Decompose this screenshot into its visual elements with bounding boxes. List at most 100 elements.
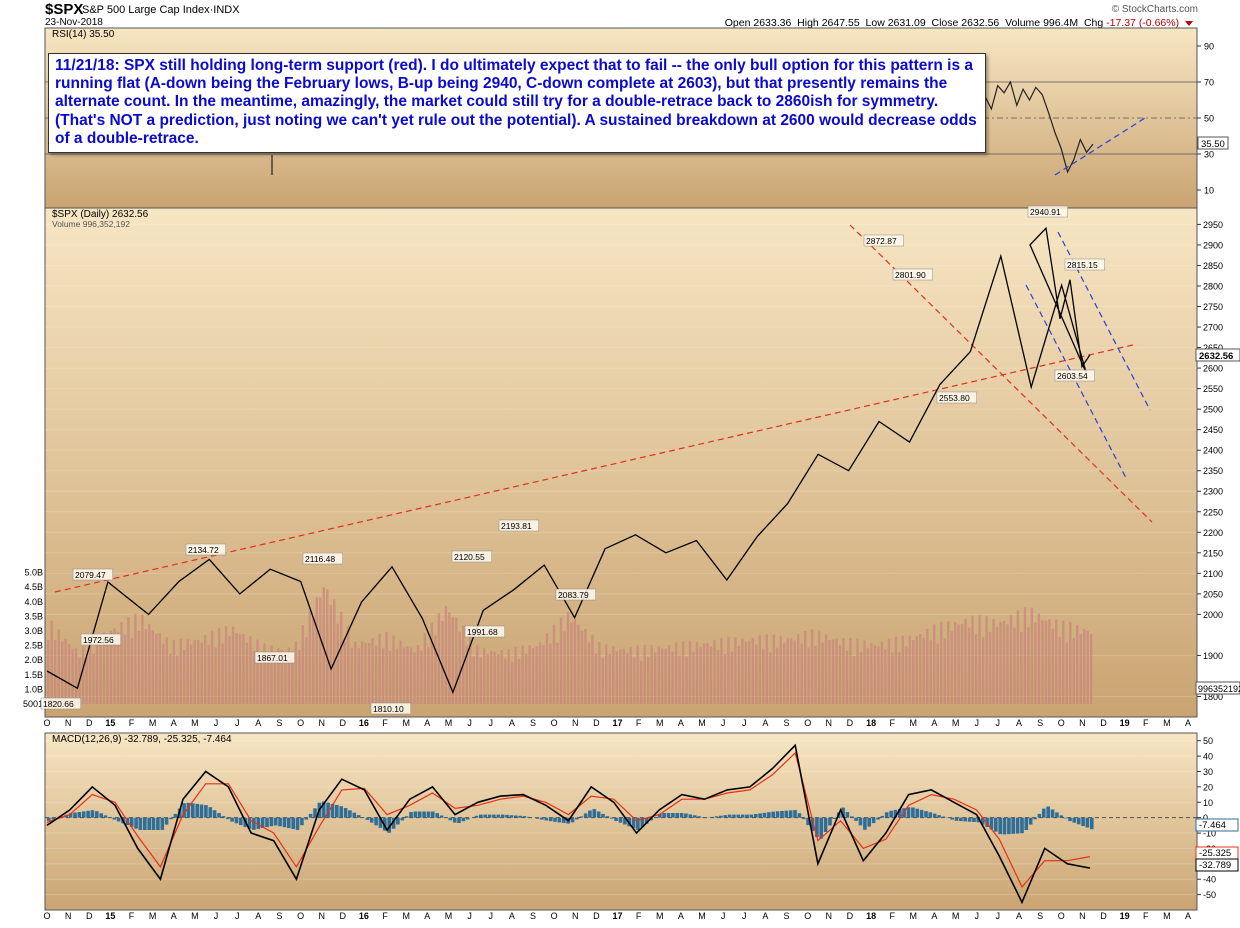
macd-histogram-bar [300, 817, 304, 826]
price-tick-label: 2800 [1203, 281, 1223, 291]
volume-bar [74, 648, 78, 704]
price-label: 1972.56 [83, 635, 114, 645]
volume-bar [706, 643, 709, 704]
macd-histogram-bar [1007, 817, 1011, 835]
time-axis-lower-label: D [340, 911, 347, 921]
volume-bar [786, 638, 789, 704]
macd-histogram-bar [863, 817, 867, 830]
macd-histogram-bar [278, 817, 282, 827]
last-volume: 996352192 [1198, 684, 1240, 694]
volume-bar [535, 646, 538, 704]
macd-histogram-bar [496, 814, 501, 818]
volume-bar [905, 646, 908, 704]
macd-histogram-bar [195, 803, 199, 818]
macd-histogram-bar [884, 812, 889, 818]
volume-bar [228, 636, 231, 704]
macd-histogram-bar [557, 817, 562, 823]
volume-bar [933, 624, 936, 704]
volume-bar [416, 645, 420, 704]
price-label: 2083.79 [558, 590, 589, 600]
volume-bar [148, 623, 151, 704]
volume-bar [981, 637, 985, 704]
volume-bar [1072, 638, 1075, 704]
macd-histogram-bar [143, 817, 147, 830]
volume-bar [392, 635, 395, 704]
symbol: $SPX [45, 1, 84, 18]
macd-histogram-bar [906, 807, 911, 818]
volume-tick-label: 2.5B [24, 641, 43, 651]
macd-histogram-bar [116, 817, 121, 822]
macd-histogram-bar [697, 816, 701, 818]
volume-bar [155, 633, 158, 704]
macd-value-tags: -7.464 -25.325-32.789 [1195, 818, 1239, 872]
macd-histogram-bar [714, 816, 719, 818]
macd-histogram-bar [596, 811, 601, 818]
volume-bar [54, 640, 57, 704]
macd-histogram-bar [247, 817, 252, 829]
macd-histogram-bar [186, 802, 191, 818]
macd-histogram-bar [513, 815, 518, 818]
volume-tick-label: 4.0B [24, 597, 43, 607]
macd-histogram-bar [164, 817, 169, 825]
price-label: 2193.81 [501, 521, 532, 531]
volume-bar [465, 645, 468, 704]
volume-bar [1062, 620, 1065, 704]
volume-bar [702, 643, 706, 704]
volume-bar [790, 638, 793, 704]
volume-bar [469, 634, 472, 704]
volume-bar [838, 645, 842, 704]
volume-bar [954, 622, 957, 704]
price-label: 2079.47 [75, 570, 106, 580]
macd-histogram-bar [867, 817, 871, 827]
macd-histogram-bar [191, 803, 195, 818]
volume-tick-label: 5.0B [24, 568, 43, 578]
volume-bar [85, 657, 88, 704]
macd-histogram-bar [321, 801, 326, 818]
volume-bar [824, 634, 828, 704]
rsi-title: RSI(14) 35.50 [52, 29, 115, 40]
volume-bar [967, 627, 971, 704]
time-axis-upper-label: O [297, 718, 304, 728]
price-label: 1810.10 [373, 704, 404, 714]
price-tick-label: 2200 [1203, 528, 1223, 538]
time-axis-lower-label: A [678, 911, 684, 921]
macd-title: MACD(12,26,9) -32.789, -25.325, -7.464 [52, 734, 232, 745]
time-axis-lower-label: O [297, 911, 304, 921]
price-tick-label: 2300 [1203, 487, 1223, 497]
time-axis-upper-label: N [826, 718, 833, 728]
macd-histogram-bar [99, 813, 103, 818]
volume-bar [221, 643, 224, 704]
time-axis-lower-label: N [1079, 911, 1086, 921]
macd-histogram-bar [1072, 817, 1077, 823]
macd-histogram-bar [710, 816, 714, 818]
volume-bar [810, 629, 814, 704]
macd-tick-label: 40 [1203, 752, 1213, 762]
macd-histogram-bar [740, 814, 745, 818]
volume-bar [127, 617, 130, 704]
macd-histogram-bar [479, 814, 483, 818]
price-label: 2120.55 [454, 552, 485, 562]
macd-histogram-bar [391, 817, 396, 829]
volume-bar [695, 641, 699, 704]
macd-histogram-bar [950, 817, 954, 820]
volume-bar [1055, 619, 1058, 704]
volume-bar [856, 638, 859, 704]
volume-bar [626, 653, 629, 704]
volume-bar [64, 638, 67, 704]
time-axis-upper-label: 17 [612, 718, 622, 728]
time-axis-lower-label: F [382, 911, 388, 921]
macd-histogram-bar [1002, 817, 1007, 835]
macd-histogram-bar [583, 813, 588, 818]
volume-bar [298, 649, 301, 704]
macd-histogram-bar [173, 813, 178, 818]
rsi-axis: 10 30 50 70 90 [1197, 42, 1214, 196]
macd-histogram-bar [771, 811, 775, 818]
volume-bar [643, 644, 646, 704]
macd-histogram-bar [182, 803, 186, 818]
price-label-box [555, 588, 596, 601]
macd-histogram-bar [823, 817, 828, 832]
last-price: 2632.56 [1199, 351, 1233, 362]
macd-histogram-bar [719, 815, 723, 818]
volume-bar [123, 634, 127, 704]
